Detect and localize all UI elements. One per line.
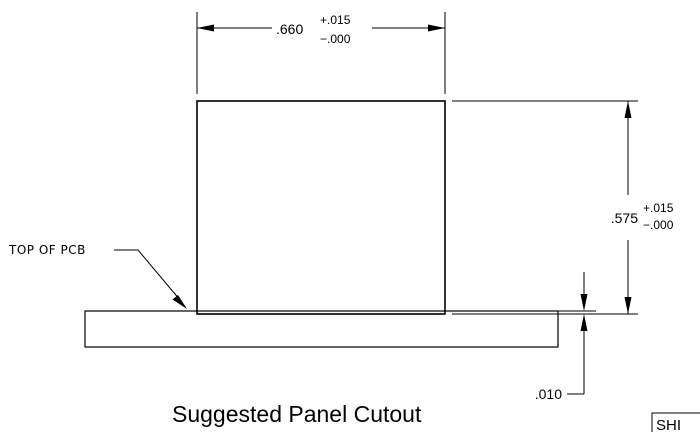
height-dimension-line (624, 101, 632, 314)
pcb-board (84, 310, 559, 348)
height-tolerance-minus: −.000 (643, 218, 674, 232)
panel-cutout-outline (196, 100, 446, 315)
offset-dimension-line (567, 272, 588, 395)
width-tolerance-minus: −.000 (320, 32, 351, 46)
width-tolerance-plus: +.015 (320, 13, 351, 27)
width-dimension-line (197, 24, 445, 32)
pcb-top-label: TOP OF PCB (8, 243, 86, 257)
offset-dimension-value: .010 (535, 386, 562, 402)
width-dimension-value: .660 (276, 21, 303, 37)
title-block-label: SHI (656, 417, 681, 432)
drawing-caption: Suggested Panel Cutout (172, 401, 422, 427)
title-block-fragment (651, 412, 700, 432)
height-tolerance-plus: +.015 (643, 201, 674, 215)
pcb-top-leader (114, 249, 187, 309)
height-dimension-value: .575 (611, 210, 638, 226)
